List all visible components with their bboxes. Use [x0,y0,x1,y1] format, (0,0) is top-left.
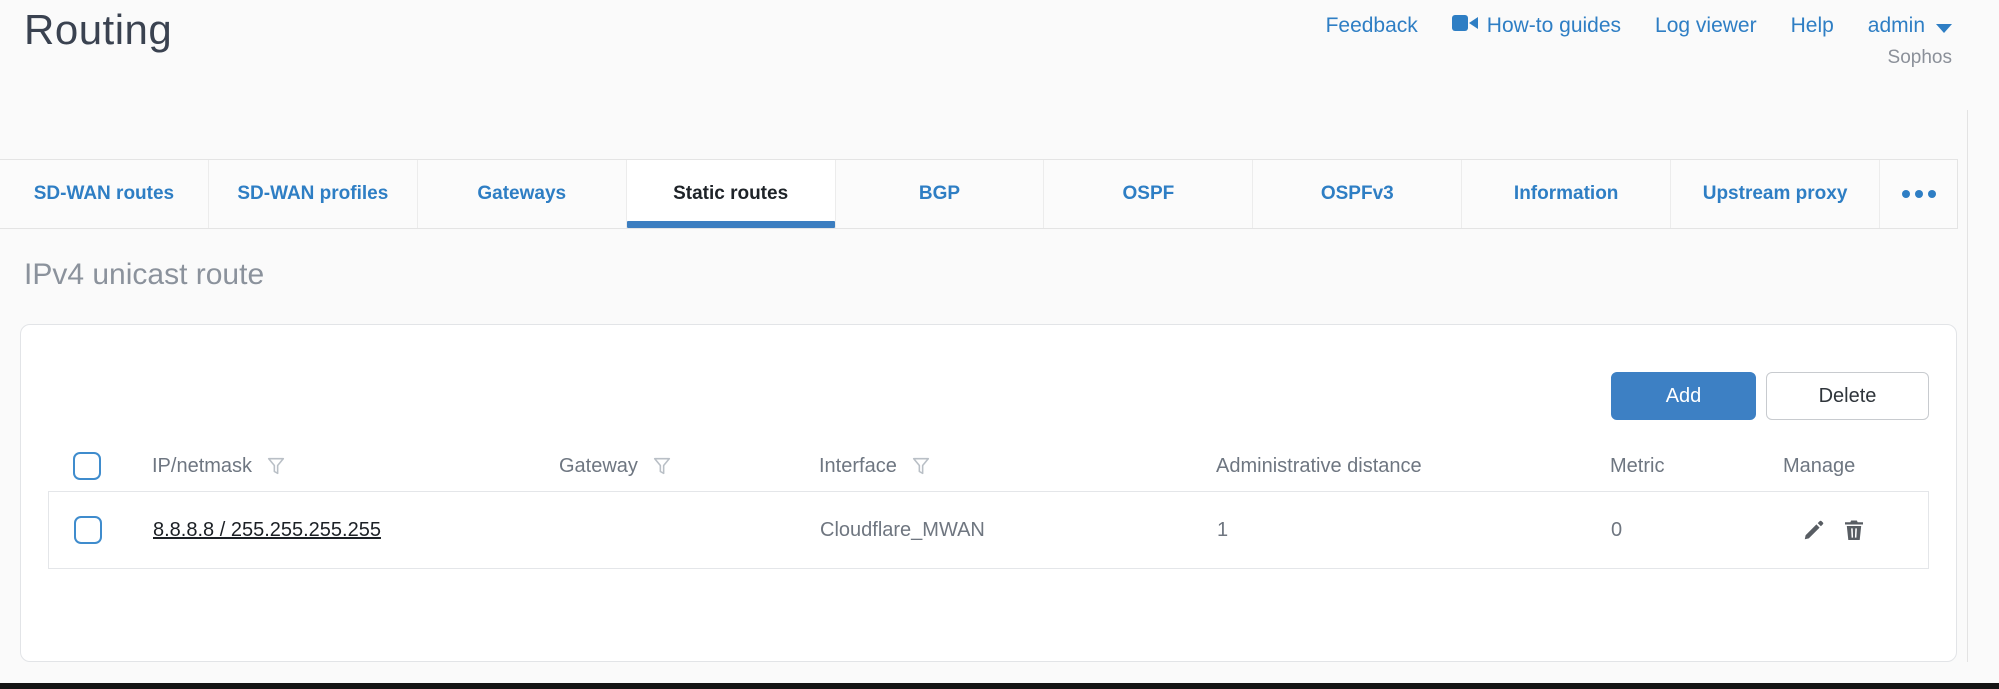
log-viewer-link[interactable]: Log viewer [1655,14,1757,38]
tab-upstream-proxy[interactable]: Upstream proxy [1670,160,1879,228]
table-row: 8.8.8.8 / 255.255.255.255 Cloudflare_MWA… [48,491,1929,569]
log-viewer-label: Log viewer [1655,14,1757,37]
manage-cell [1784,518,1928,542]
row-checkbox[interactable] [74,516,102,544]
ellipsis-icon [1914,190,1923,198]
filter-icon[interactable] [265,455,287,477]
tab-static-routes[interactable]: Static routes [625,160,835,228]
table-header: IP/netmask Gateway Interface Administrat… [48,441,1929,491]
delete-trash-icon[interactable] [1842,518,1866,542]
select-all-checkbox[interactable] [73,452,101,480]
user-name: admin [1867,14,1925,37]
delete-button[interactable]: Delete [1766,372,1929,420]
feedback-label: Feedback [1325,14,1418,37]
tab-sd-wan-profiles[interactable]: SD-WAN profiles [207,160,417,228]
col-admin-distance: Administrative distance [1216,454,1422,477]
tab-gateways[interactable]: Gateways [416,160,626,228]
help-label: Help [1790,14,1834,37]
route-admin-distance: 1 [1217,518,1229,541]
section-heading: IPv4 unicast route [24,258,265,291]
col-manage: Manage [1783,454,1856,477]
video-camera-icon [1451,14,1478,38]
page-edge-divider [1967,110,1968,662]
col-interface: Interface [819,454,897,477]
feedback-link[interactable]: Feedback [1326,14,1418,38]
filter-icon[interactable] [910,455,932,477]
route-interface: Cloudflare_MWAN [820,518,985,541]
col-gateway: Gateway [559,454,638,477]
caret-down-icon [1936,23,1952,33]
add-button[interactable]: Add [1611,372,1756,420]
tab-bar: SD-WAN routes SD-WAN profiles Gateways S… [0,159,1958,229]
col-metric: Metric [1610,454,1665,477]
tab-bgp[interactable]: BGP [834,160,1044,228]
col-ip-netmask: IP/netmask [152,454,253,477]
tabs-overflow-button[interactable] [1879,160,1957,228]
top-nav: Feedback How-to guides Log viewer Help a… [1326,14,1952,38]
window-bottom-edge [0,683,1999,689]
edit-pencil-icon[interactable] [1802,518,1826,542]
ellipsis-icon [1901,190,1910,198]
filter-icon[interactable] [651,455,673,477]
user-menu[interactable]: admin [1868,14,1952,38]
tab-ospf[interactable]: OSPF [1043,160,1252,228]
toolbar: Add Delete [48,372,1929,420]
ellipsis-icon [1927,190,1936,198]
how-to-guides-link[interactable]: How-to guides [1451,14,1622,38]
route-metric: 0 [1611,518,1623,541]
static-routes-panel: Add Delete IP/netmask Gateway Interface [20,324,1957,662]
help-link[interactable]: Help [1791,14,1834,38]
tab-ospfv3[interactable]: OSPFv3 [1252,160,1461,228]
brand-label: Sophos [1887,47,1952,68]
page-title: Routing [24,6,173,53]
how-to-guides-label: How-to guides [1486,14,1622,37]
tab-information[interactable]: Information [1461,160,1670,228]
route-ip-link[interactable]: 8.8.8.8 / 255.255.255.255 [153,518,381,541]
tab-sd-wan-routes[interactable]: SD-WAN routes [33,183,175,204]
